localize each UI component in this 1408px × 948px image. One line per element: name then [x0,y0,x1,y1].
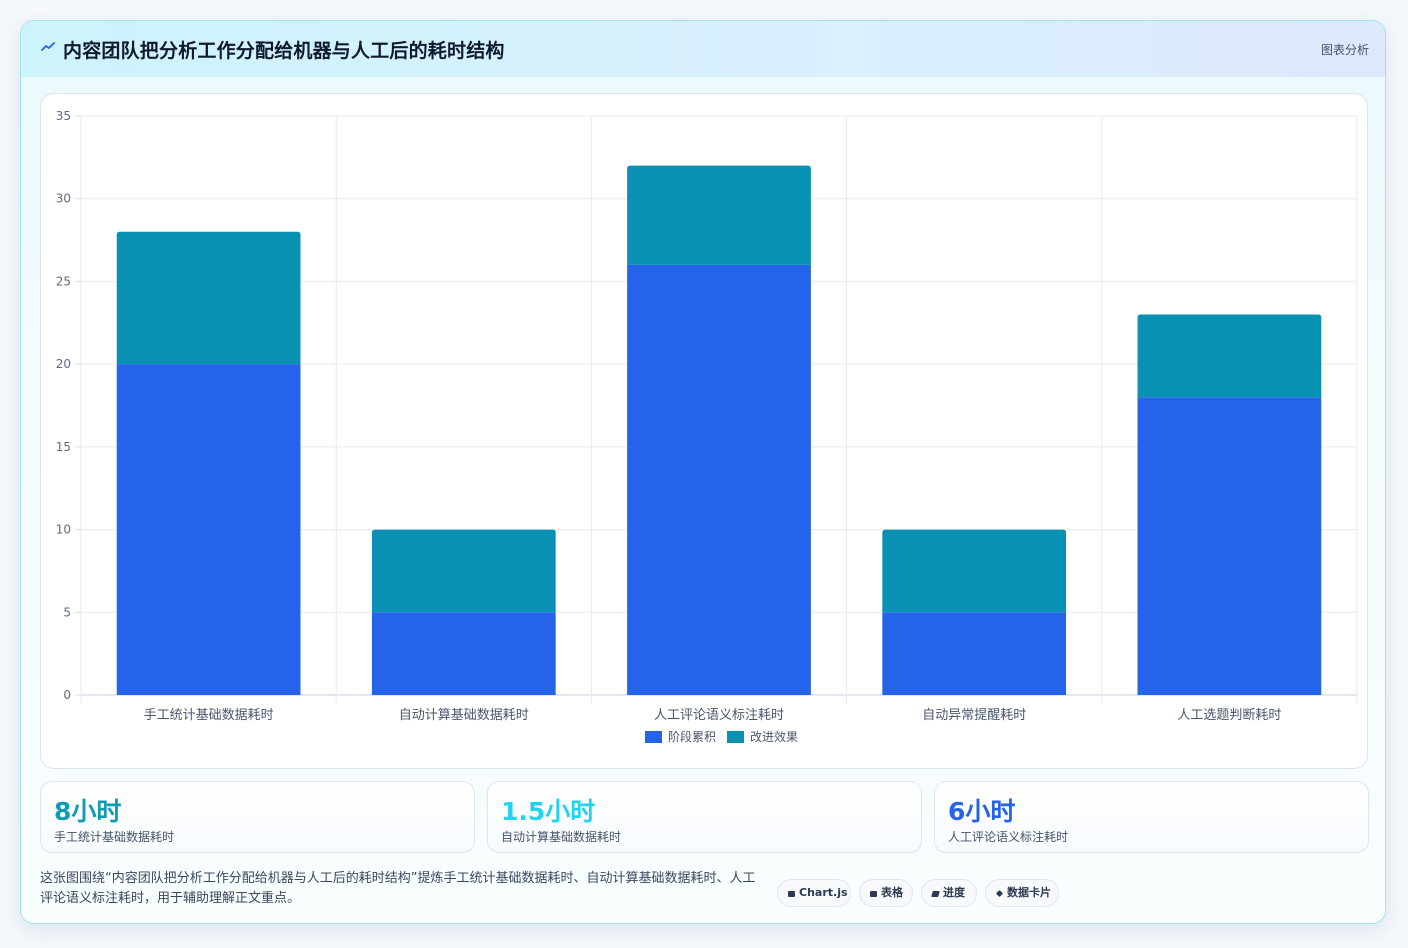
stacked-bar-chart: 0 5 10 15 20 25 30 35 手工统计基础数据耗时 自动计算基础数据耗时 人工评论语义… [56,109,1358,744]
chart-card: 内容团队把分析工作分配给机器与人工后的耗时结构 图表分析 0 5 10 15 20 25 3… [20,20,1386,924]
x-tick-label: 自动异常提醒耗时 [922,707,1026,723]
x-tick-label: 自动计算基础数据耗时 [399,708,529,723]
y-tick-label: 25 [56,274,71,288]
stat-card: 8小时 手工统计基础数据耗时 [40,781,475,853]
chart-icon [788,891,795,897]
header-tag: 图表分析 [1320,43,1369,57]
stat-label: 人工评论语义标注耗时 [948,830,1069,844]
y-tick-label: 10 [56,523,71,537]
pill-label: Chart.js [799,886,848,899]
stat-value: 6小时 [948,797,1016,826]
pill-label: 表格 [881,886,903,899]
stat-label: 手工统计基础数据耗时 [54,830,175,844]
y-tick-label: 35 [56,109,71,123]
y-tick-label: 5 [63,605,71,619]
trend-line-icon [41,42,55,51]
y-tick-label: 30 [56,192,71,206]
bar-segment [627,264,811,695]
x-tick-label: 人工评论语义标注耗时 [654,708,784,723]
bar-segment [116,231,301,365]
card-header: 内容团队把分析工作分配给机器与人工后的耗时结构 图表分析 [21,21,1385,77]
legend-swatch [645,731,662,743]
stat-value: 1.5小时 [501,797,596,826]
y-tick-label: 0 [63,688,71,702]
bar-segment [627,165,811,265]
chart-description: 这张图围绕“内容团队把分析工作分配给机器与人工后的耗时结构”提炼手工统计基础数据… [40,871,756,906]
chart-panel: 0 5 10 15 20 25 30 35 手工统计基础数据耗时 自动计算基础数据耗时 人工评论语义… [40,93,1368,769]
page-title: 内容团队把分析工作分配给机器与人工后的耗时结构 [63,40,505,62]
stat-value: 8小时 [54,797,122,826]
card-body: 0 5 10 15 20 25 30 35 手工统计基础数据耗时 自动计算基础数据耗时 人工评论语义… [21,77,1385,923]
y-tick-label: 20 [56,357,71,371]
bar-segment [371,612,556,695]
bar-segment [882,612,1067,695]
legend-label: 阶段累积 [668,729,716,744]
bar-segment [116,364,301,695]
pill-table[interactable]: 表格 [859,879,913,907]
pill-data-card[interactable]: 数据卡片 [985,879,1059,907]
progress-icon [931,891,940,897]
stat-card: 1.5小时 自动计算基础数据耗时 [487,781,922,853]
stat-cards: 8小时 手工统计基础数据耗时 1.5小时 自动计算基础数据耗时 6小时 人工评论… [40,781,1370,855]
pill-label: 数据卡片 [1007,886,1051,899]
legend-label: 改进效果 [750,729,798,744]
pill-label: 进度 [943,886,965,899]
sparkle-icon [995,889,1004,898]
stat-label: 自动计算基础数据耗时 [501,830,622,844]
pill-progress[interactable]: 进度 [921,879,977,907]
pill-chartjs[interactable]: Chart.js [777,879,851,907]
legend-swatch [727,731,744,743]
table-icon [870,891,877,897]
bar-segment [1137,314,1322,398]
y-tick-label: 15 [56,440,71,454]
bar-segment [371,529,556,613]
x-tick-label: 人工选题判断耗时 [1177,708,1281,723]
x-tick-label: 手工统计基础数据耗时 [144,708,274,723]
stat-card: 6小时 人工评论语义标注耗时 [934,781,1369,853]
bar-segment [1137,397,1322,695]
bar-segment [882,529,1067,613]
